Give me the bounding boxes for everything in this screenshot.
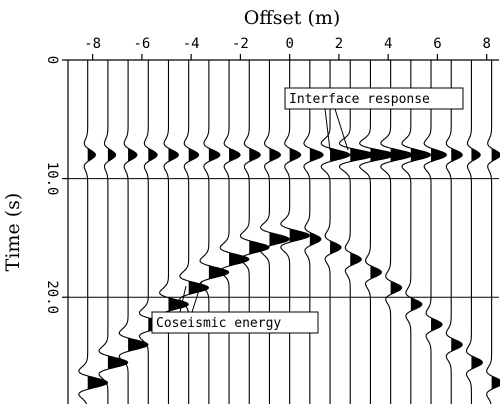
trace	[338, 60, 376, 404]
trace	[303, 60, 324, 404]
trace	[138, 60, 169, 404]
trace	[401, 60, 432, 404]
wavelet-lobe	[309, 148, 324, 162]
wavelet-lobe	[188, 281, 209, 295]
trace	[465, 60, 483, 404]
x-tick-label: -8	[84, 36, 101, 52]
x-tick-label: 8	[482, 36, 490, 52]
x-tick-label: -4	[183, 36, 200, 52]
wavelet-lobe	[431, 148, 447, 162]
trace	[98, 60, 129, 404]
wavelet-lobe	[471, 355, 483, 370]
wavelet-lobe	[491, 148, 500, 162]
trace	[199, 60, 230, 404]
x-tick-label: -2	[232, 36, 249, 52]
wavelet-lobe	[208, 265, 229, 280]
trace	[219, 60, 250, 404]
x-tick-label: -6	[133, 36, 150, 52]
trace	[359, 60, 396, 404]
wavelet-lobe	[128, 148, 137, 162]
wavelet-lobe	[229, 252, 249, 266]
trace	[423, 60, 447, 404]
annotation-box	[151, 311, 319, 334]
trace	[445, 60, 463, 404]
wavelet-lobe	[188, 148, 199, 162]
wavelet-lobe	[471, 148, 481, 162]
wavelet-lobe	[410, 148, 431, 162]
trace	[260, 60, 290, 404]
x-tick-label: 0	[285, 36, 293, 52]
wavelet-lobe	[309, 232, 321, 246]
wavelet-lobe	[451, 337, 463, 352]
wavelet-lobe	[370, 265, 382, 280]
y-tick-label: 0	[44, 56, 60, 64]
y-axis-title: Time (s)	[2, 193, 24, 272]
y-tick-label: 10.0	[44, 162, 60, 196]
annotation-leader	[191, 280, 203, 313]
wavelet-lobe	[148, 148, 158, 162]
annotation-leader	[179, 285, 187, 313]
wavelet-lobe	[370, 148, 395, 162]
trace	[486, 60, 500, 405]
wavelet-lobe	[249, 148, 261, 162]
trace	[280, 60, 311, 404]
wavelet-lobe	[410, 297, 422, 312]
annotation: Interface response	[289, 92, 430, 107]
wavelet-lobe	[249, 240, 270, 255]
wavelet-lobe	[87, 148, 96, 162]
annotation: Coseismic energy	[156, 316, 281, 331]
wavelet-lobe	[168, 297, 189, 312]
trace	[78, 60, 109, 405]
annotation-leader	[334, 108, 349, 151]
wavelet-lobe	[229, 148, 241, 162]
wavelet-lobe	[330, 240, 342, 255]
wavelet-lobe	[107, 148, 116, 162]
y-tick-label: 20.0	[44, 280, 60, 314]
x-tick-label: 4	[384, 36, 392, 52]
wavelet-lobe	[431, 317, 443, 332]
wavelet-lobe	[107, 355, 128, 370]
wavelet-lobe	[269, 232, 290, 246]
wavelet-lobe	[330, 148, 350, 162]
wavelet-lobe	[350, 148, 375, 162]
wavelet-lobe	[128, 337, 148, 352]
trace	[239, 60, 270, 404]
x-axis-title: Offset (m)	[244, 7, 341, 29]
wavelet-lobe	[208, 148, 220, 162]
trace	[320, 60, 351, 404]
wavelet-lobe	[289, 228, 310, 243]
wavelet-lobe	[87, 375, 108, 390]
x-tick-label: 2	[335, 36, 343, 52]
x-tick-label: 6	[433, 36, 441, 52]
wavelet-lobe	[390, 281, 402, 295]
wavelet-lobe	[350, 252, 362, 266]
wavelet-lobe	[168, 148, 179, 162]
wavelet-lobe	[269, 148, 281, 162]
annotation-box	[284, 87, 464, 110]
wavelet-lobe	[390, 148, 413, 162]
wavelet-lobe	[451, 148, 463, 162]
trace	[159, 60, 189, 404]
trace	[179, 60, 210, 404]
trace	[118, 60, 149, 404]
trace	[380, 60, 414, 404]
wavelet-lobe	[289, 148, 301, 162]
annotation-leader	[324, 108, 331, 151]
